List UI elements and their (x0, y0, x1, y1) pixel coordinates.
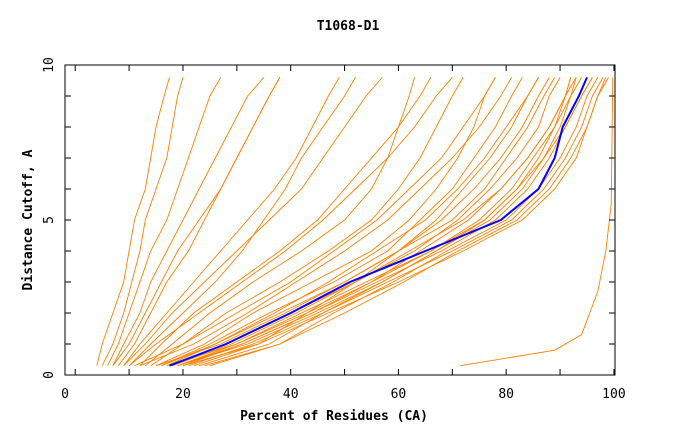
highlight-curve (169, 77, 588, 367)
model-curve-15 (177, 77, 577, 367)
model-curve-33 (128, 77, 453, 367)
model-curve-32 (123, 77, 383, 367)
model-curve-1 (96, 77, 170, 366)
x-tick-label: 100 (602, 387, 625, 402)
model-curve-7 (128, 77, 356, 367)
x-tick-label: 80 (498, 387, 514, 402)
model-curve-21 (161, 77, 539, 367)
axis-ticks: 0 20 40 60 80 100 0 5 10 (42, 57, 626, 402)
model-curve-29 (209, 77, 609, 367)
y-tick-label: 10 (42, 57, 57, 73)
y-axis-label: Distance Cutoff, A (21, 149, 36, 290)
model-curve-24 (182, 77, 539, 367)
model-curve-25 (139, 77, 512, 367)
model-curve-9 (145, 77, 416, 367)
model-curve-8 (139, 77, 432, 367)
model-curve-11 (155, 77, 496, 367)
model-curve-outlier (460, 77, 614, 367)
model-curve-13 (166, 77, 550, 367)
x-tick-label: 0 (61, 387, 69, 402)
model-curve-20 (204, 77, 599, 367)
model-curve-4 (112, 77, 265, 366)
model-curve-6 (123, 77, 340, 366)
model-curve-26 (134, 77, 496, 367)
model-curve-3 (107, 77, 222, 366)
model-curve-30 (177, 77, 577, 367)
model-curve-10 (150, 77, 464, 367)
model-curve-17 (188, 77, 604, 367)
model-curve-28 (166, 77, 572, 367)
y-tick-label: 5 (42, 216, 57, 224)
x-tick-label: 20 (175, 387, 191, 402)
y-tick-label: 0 (42, 371, 57, 379)
model-curve-31 (112, 77, 281, 366)
x-axis-label: Percent of Residues (CA) (240, 409, 428, 424)
model-curve-23 (177, 77, 582, 367)
x-tick-label: 40 (283, 387, 299, 402)
model-curve-19 (198, 77, 593, 367)
chart-title: T1068-D1 (317, 19, 380, 34)
model-curve-27 (155, 77, 556, 367)
model-curve-12 (161, 77, 523, 367)
x-tick-label: 60 (391, 387, 407, 402)
model-curve-2 (101, 77, 184, 366)
series-lines (96, 77, 614, 367)
plot-frame (64, 64, 616, 376)
